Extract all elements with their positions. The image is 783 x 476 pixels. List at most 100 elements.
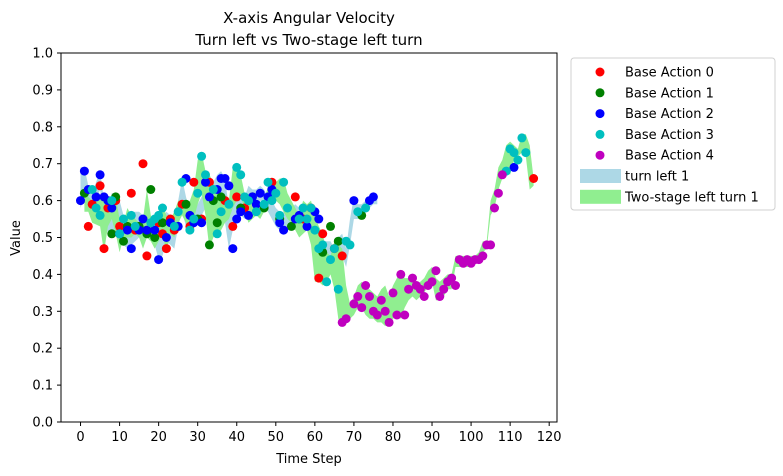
point-s2-9 bbox=[122, 225, 132, 235]
point-s3-10 bbox=[154, 210, 164, 220]
point-s2-15 bbox=[154, 255, 164, 265]
point-s3-50 bbox=[361, 203, 371, 213]
y-axis-label: Value bbox=[9, 220, 24, 256]
legend-items: Base Action 0 Base Action 1 Base Action 2 B… bbox=[580, 66, 759, 205]
point-s2-39 bbox=[279, 225, 289, 235]
point-s4-1 bbox=[341, 314, 351, 324]
point-s2-24 bbox=[204, 192, 214, 202]
legend-label-0: Base Action 0 bbox=[625, 66, 714, 81]
legend-marker-2 bbox=[595, 109, 605, 119]
legend-marker-3 bbox=[595, 129, 605, 139]
point-s2-34 bbox=[251, 199, 261, 209]
point-s1-3 bbox=[119, 236, 128, 246]
point-s3-44 bbox=[326, 255, 335, 265]
point-s2-31 bbox=[236, 207, 246, 217]
legend-label-2: Base Action 2 bbox=[625, 107, 714, 122]
legend-label-4: Base Action 4 bbox=[625, 149, 714, 164]
point-s4-19 bbox=[415, 284, 425, 294]
point-s3-33 bbox=[275, 210, 285, 220]
legend: Base Action 0 Base Action 1 Base Action 2 B… bbox=[570, 57, 776, 211]
y-tick-label-4: 0.4 bbox=[32, 268, 53, 283]
point-s3-56 bbox=[521, 148, 531, 158]
point-s3-4 bbox=[115, 229, 125, 239]
point-s3-22 bbox=[216, 207, 226, 217]
point-s3-23 bbox=[224, 199, 234, 209]
point-s3-27 bbox=[244, 196, 253, 206]
point-s1-15 bbox=[216, 192, 226, 202]
point-s4-6 bbox=[365, 292, 374, 301]
point-s2-23 bbox=[201, 177, 210, 187]
point-s2-35 bbox=[255, 188, 265, 198]
chart-title: X-axis Angular Velocity bbox=[223, 9, 395, 27]
point-s2-38 bbox=[275, 218, 285, 228]
y-tick-label-7: 0.7 bbox=[32, 157, 53, 172]
point-s1-9 bbox=[158, 218, 167, 228]
point-s3-38 bbox=[302, 214, 312, 224]
point-s2-12 bbox=[138, 214, 148, 224]
point-s3-25 bbox=[236, 170, 246, 180]
point-s4-25 bbox=[439, 284, 449, 294]
y-axis-ticks: 0.0 0.1 0.2 0.3 0.4 0.5 0.6 0.7 0.8 0.9 1.0 bbox=[32, 47, 61, 431]
point-s2-48 bbox=[509, 162, 519, 172]
point-s3-53 bbox=[509, 148, 519, 158]
point-s0-3 bbox=[99, 244, 109, 254]
x-tick-label-10: 100 bbox=[459, 430, 484, 445]
point-s2-10 bbox=[126, 244, 136, 254]
point-s4-17 bbox=[408, 273, 417, 283]
point-s0-22 bbox=[228, 221, 238, 231]
x-tick-label-7: 70 bbox=[346, 430, 363, 445]
point-s0-6 bbox=[115, 221, 125, 231]
point-s4-15 bbox=[400, 310, 410, 320]
legend-frame bbox=[570, 57, 776, 211]
point-s0-9 bbox=[138, 159, 148, 169]
point-s3-2 bbox=[95, 210, 105, 220]
point-s4-35 bbox=[478, 251, 488, 261]
legend-label-3: Base Action 3 bbox=[625, 128, 714, 143]
point-s2-29 bbox=[228, 244, 238, 254]
point-s2-44 bbox=[314, 214, 324, 224]
point-s2-45 bbox=[349, 196, 359, 206]
point-s4-8 bbox=[372, 310, 382, 320]
point-s3-14 bbox=[177, 177, 187, 187]
point-s3-31 bbox=[267, 196, 277, 206]
point-s3-42 bbox=[318, 240, 328, 250]
point-s3-0 bbox=[87, 185, 97, 194]
point-s4-20 bbox=[419, 292, 429, 301]
point-s4-14 bbox=[396, 269, 406, 279]
point-s3-20 bbox=[208, 185, 218, 194]
point-s2-1 bbox=[79, 166, 89, 176]
point-s2-4 bbox=[95, 170, 105, 180]
point-s3-12 bbox=[169, 221, 179, 231]
point-s4-27 bbox=[447, 273, 457, 283]
point-s0-26 bbox=[290, 192, 300, 202]
point-s2-3 bbox=[91, 192, 101, 202]
point-s4-16 bbox=[404, 284, 414, 294]
point-s2-47 bbox=[368, 192, 378, 202]
point-s3-29 bbox=[259, 199, 269, 209]
point-s2-22 bbox=[197, 218, 207, 228]
point-s3-3 bbox=[107, 196, 117, 206]
legend-patch-1 bbox=[580, 189, 621, 204]
point-s4-12 bbox=[388, 288, 398, 298]
point-s1-24 bbox=[333, 236, 343, 246]
y-tick-label-3: 0.3 bbox=[32, 305, 53, 320]
point-s0-32 bbox=[337, 251, 347, 261]
point-s2-30 bbox=[232, 214, 242, 224]
point-s1-14 bbox=[212, 218, 222, 228]
x-tick-label-6: 60 bbox=[307, 430, 324, 445]
point-s1-7 bbox=[146, 185, 156, 194]
point-s4-37 bbox=[486, 240, 496, 250]
point-s4-3 bbox=[353, 292, 363, 301]
point-s3-40 bbox=[310, 225, 320, 235]
x-tick-label-3: 30 bbox=[189, 430, 206, 445]
point-s3-13 bbox=[173, 207, 183, 217]
point-s3-6 bbox=[126, 210, 136, 220]
point-s3-32 bbox=[271, 188, 281, 198]
point-s1-8 bbox=[150, 233, 160, 242]
x-tick-label-0: 0 bbox=[76, 430, 84, 445]
point-s3-30 bbox=[263, 177, 273, 187]
point-s2-32 bbox=[244, 210, 253, 220]
point-s4-5 bbox=[361, 281, 371, 290]
point-s3-5 bbox=[119, 214, 128, 224]
legend-marker-1 bbox=[595, 88, 605, 98]
